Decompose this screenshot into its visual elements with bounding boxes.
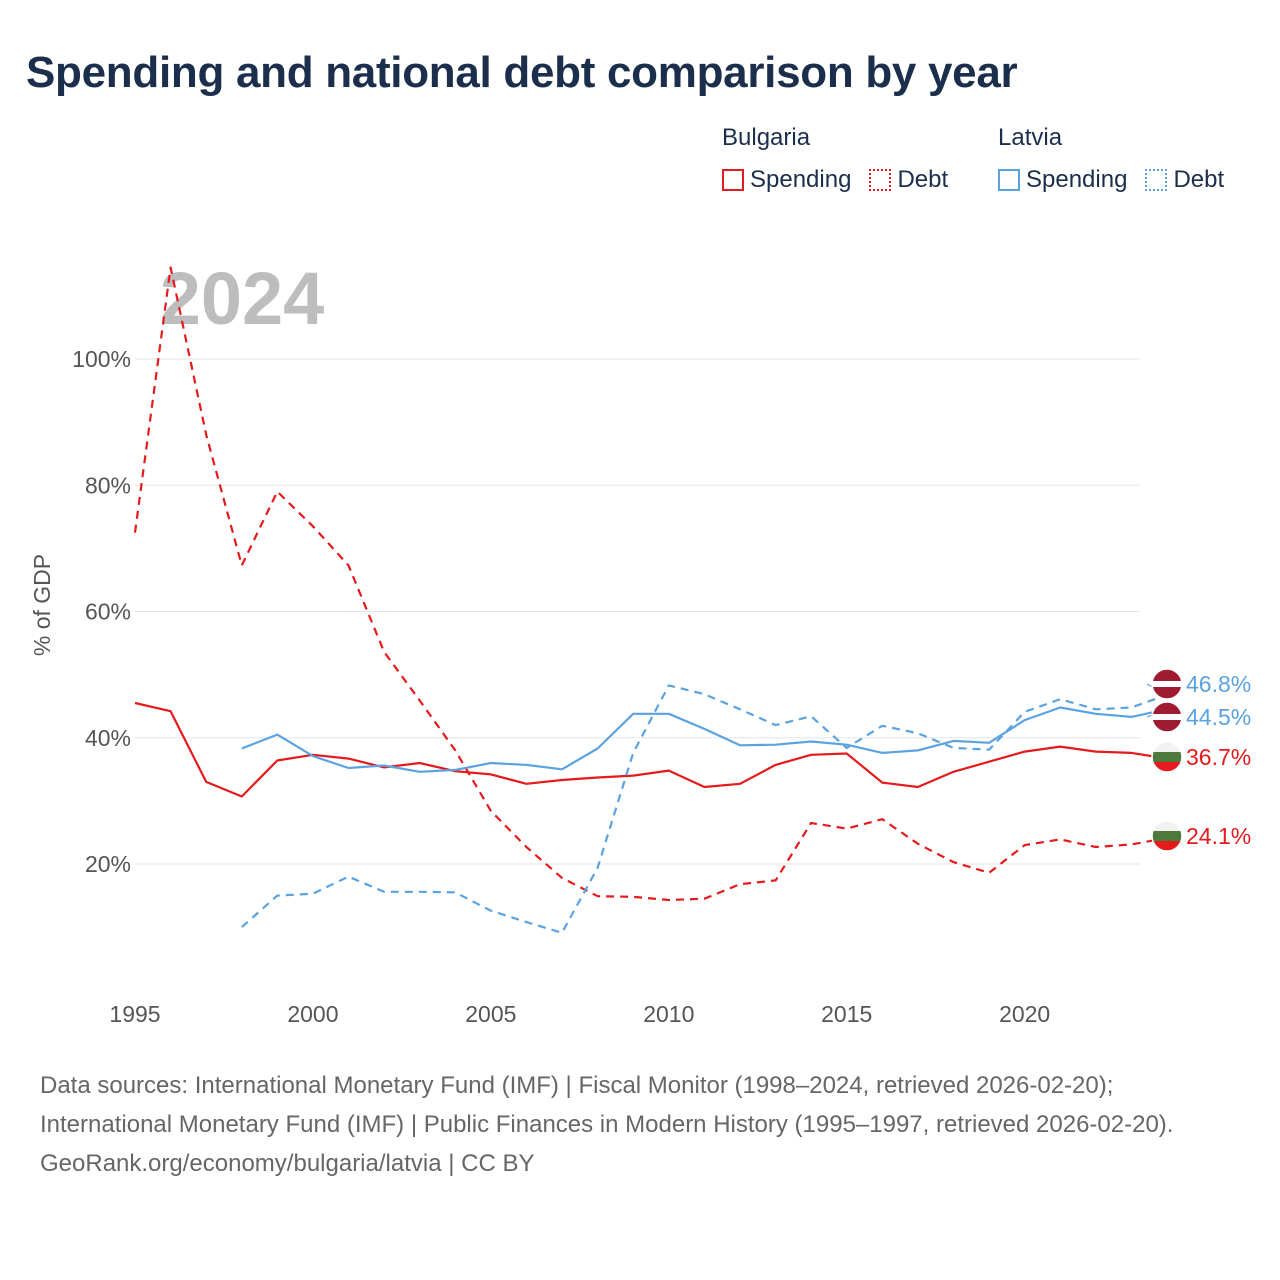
latvia-flag-icon xyxy=(1152,702,1182,732)
series-line-bulgaria-debt xyxy=(133,266,1168,902)
legend-group-name: Bulgaria xyxy=(722,124,811,151)
series-layer xyxy=(133,266,1168,934)
data-sources: Data sources: International Monetary Fun… xyxy=(40,1072,1174,1138)
y-tick-label: 100% xyxy=(72,346,131,372)
legend-bulgaria-spending[interactable]: Spending xyxy=(722,166,851,194)
y-tick-label: 40% xyxy=(85,725,131,751)
y-axis-label: % of GDP xyxy=(29,554,55,656)
x-tick-label: 2000 xyxy=(287,1001,338,1027)
series-line-bulgaria-spending xyxy=(134,701,1168,798)
legend-swatch-solid-icon xyxy=(998,169,1020,191)
series-line-latvia-spending xyxy=(241,706,1168,773)
legend-bulgaria-debt[interactable]: Debt xyxy=(869,166,948,194)
end-value-label: 46.8% xyxy=(1186,671,1251,697)
credit-link[interactable]: GeoRank.org/economy/bulgaria/latvia | CC… xyxy=(40,1150,535,1177)
flag-border xyxy=(1151,820,1183,852)
legend-group-bulgaria: Bulgaria Spending Debt xyxy=(722,124,948,194)
grid-layer xyxy=(135,358,1140,865)
legend-latvia-debt[interactable]: Debt xyxy=(1145,166,1224,194)
legend-label: Spending xyxy=(750,166,852,193)
end-value-label: 36.7% xyxy=(1186,744,1251,770)
legend-latvia-spending[interactable]: Spending xyxy=(998,166,1127,194)
line-chart: 2024 20% 40% 60% 80% 100% 1995 2000 2005 2010 20… xyxy=(29,257,1251,1027)
y-tick-label: 20% xyxy=(85,851,131,877)
x-tick-label: 2020 xyxy=(999,1001,1050,1027)
bulgaria-flag-icon xyxy=(1152,821,1182,851)
y-axis-ticks: 20% 40% 60% 80% 100% xyxy=(72,346,131,877)
x-axis-ticks: 1995 2000 2005 2010 2015 2020 xyxy=(109,1001,1050,1027)
legend-swatch-solid-icon xyxy=(722,169,744,191)
y-tick-label: 80% xyxy=(85,472,131,498)
legend-group-latvia: Latvia Spending Debt xyxy=(998,124,1224,194)
series-line-latvia-debt xyxy=(241,684,1168,934)
legend-swatch-dotted-icon xyxy=(869,169,892,191)
legend-label: Debt xyxy=(1173,166,1225,193)
flag-border xyxy=(1151,701,1183,733)
latvia-flag-icon xyxy=(1152,669,1182,699)
x-tick-label: 2005 xyxy=(465,1001,516,1027)
bulgaria-flag-icon xyxy=(1152,742,1182,772)
legend-label: Debt xyxy=(897,166,949,193)
legend-label: Spending xyxy=(1026,166,1128,193)
legend-group-name: Latvia xyxy=(998,124,1063,151)
legend-swatch-dotted-icon xyxy=(1145,169,1168,191)
end-value-label: 44.5% xyxy=(1186,704,1251,730)
flag-border xyxy=(1151,668,1183,700)
x-tick-label: 2010 xyxy=(643,1001,694,1027)
footer: Data sources: International Monetary Fun… xyxy=(40,1066,1240,1183)
end-value-label: 24.1% xyxy=(1186,823,1251,849)
end-labels: 36.7% 24.1% 44.5% 46.8% xyxy=(1146,668,1251,852)
x-tick-label: 1995 xyxy=(109,1001,160,1027)
flag-border xyxy=(1151,741,1183,773)
y-tick-label: 60% xyxy=(85,599,131,625)
x-tick-label: 2015 xyxy=(821,1001,872,1027)
year-watermark: 2024 xyxy=(160,257,325,340)
chart-title: Spending and national debt comparison by… xyxy=(26,48,1018,97)
